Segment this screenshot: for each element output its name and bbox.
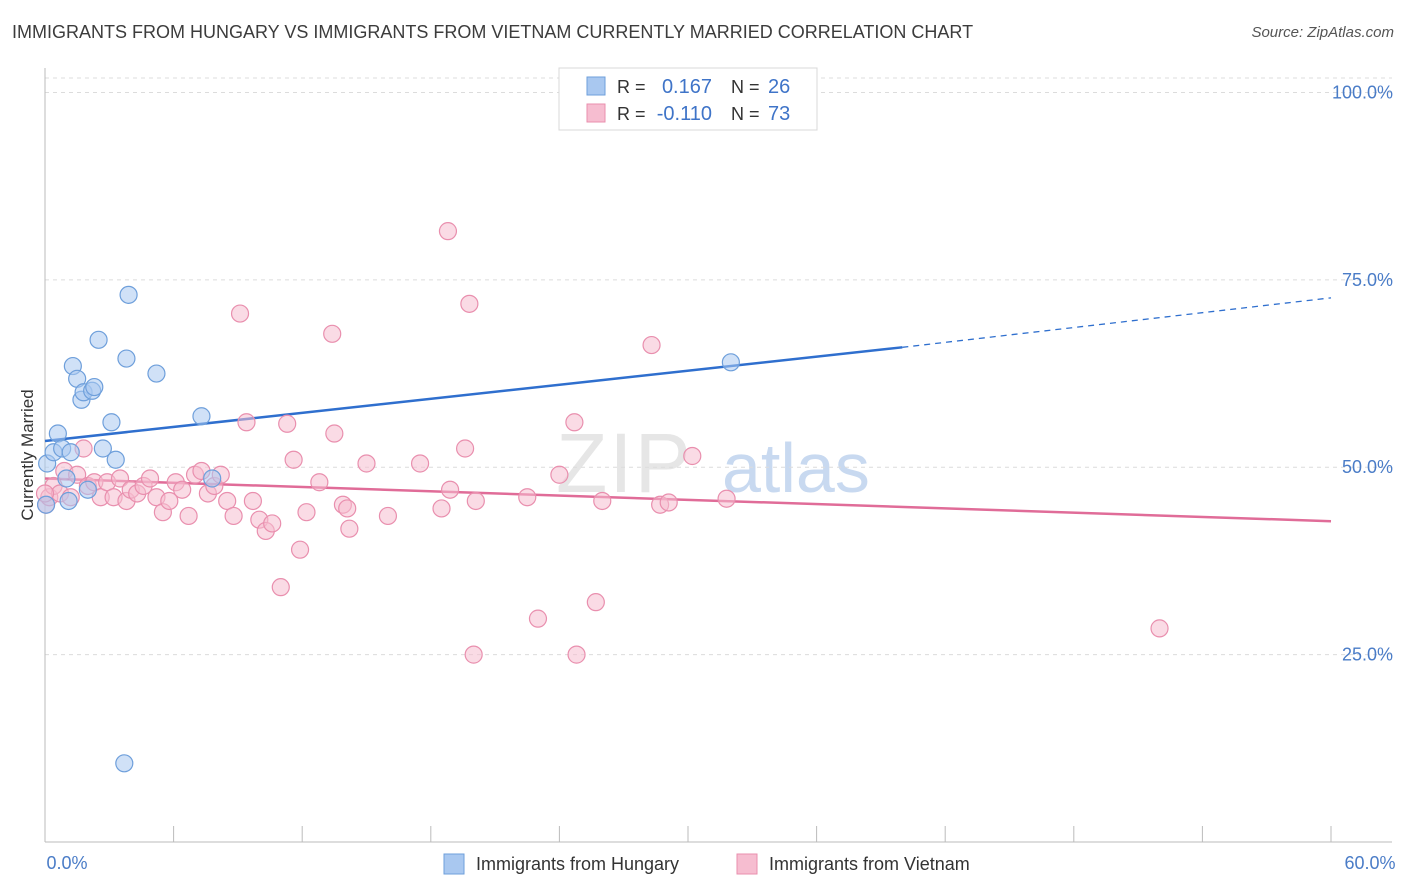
bottom-legend-swatch-vietnam [736, 853, 758, 875]
point-vietnam [550, 465, 569, 484]
point-vietnam [284, 450, 303, 469]
legend-n-value-vietnam: 73 [768, 103, 790, 125]
point-hungary [106, 450, 125, 469]
point-vietnam [683, 446, 702, 466]
point-vietnam [224, 506, 243, 526]
point-vietnam [586, 593, 605, 612]
point-vietnam [290, 540, 310, 559]
point-vietnam [325, 424, 344, 443]
trend-line-hungary-extension [902, 297, 1332, 348]
x-tick-label-max: 60.0% [1344, 853, 1395, 873]
point-vietnam [593, 491, 612, 511]
point-vietnam [278, 414, 297, 433]
y-axis-title: Currently Married [18, 389, 37, 520]
point-vietnam [173, 480, 192, 499]
point-vietnam [432, 499, 451, 518]
point-hungary [36, 495, 56, 514]
axis-layer: 25.0% 50.0% 75.0% 100.0% [44, 68, 1393, 843]
watermark-atlas: atlas [722, 429, 870, 507]
legend-r-value-hungary: 0.167 [662, 76, 712, 98]
y-tick-label: 75.0% [1342, 270, 1393, 290]
point-vietnam [340, 519, 359, 538]
trend-line-vietnam [44, 477, 1332, 523]
point-vietnam [160, 491, 179, 511]
point-hungary [57, 469, 76, 488]
point-hungary [115, 754, 134, 773]
point-vietnam [271, 578, 290, 597]
point-vietnam [323, 324, 342, 343]
point-vietnam [310, 473, 329, 492]
legend-n-value-hungary: 26 [768, 76, 790, 98]
point-vietnam [464, 645, 483, 664]
point-vietnam [455, 439, 475, 458]
legend-r-label-hungary: R = [617, 77, 646, 97]
point-hungary [61, 443, 80, 462]
bottom-legend-label-vietnam: Immigrants from Vietnam [769, 854, 970, 874]
legend-box: R = 0.167 N = 26 R = -0.110 N = 73 [558, 67, 818, 131]
y-tick-label: 50.0% [1342, 457, 1393, 477]
trend-line-hungary [44, 346, 903, 443]
point-vietnam [243, 491, 263, 511]
point-vietnam [357, 454, 376, 473]
point-vietnam [717, 489, 736, 508]
point-vietnam [410, 454, 430, 473]
point-vietnam [218, 491, 237, 511]
point-hungary [119, 285, 138, 304]
point-hungary [85, 377, 104, 397]
point-vietnam [237, 413, 256, 432]
bottom-legend-swatch-hungary [443, 853, 465, 875]
point-vietnam [378, 506, 398, 526]
bottom-legend: Immigrants from Hungary Immigrants from … [443, 853, 970, 875]
trend-layer [44, 297, 1332, 523]
chart-title: IMMIGRANTS FROM HUNGARY VS IMMIGRANTS FR… [12, 22, 974, 42]
point-vietnam [642, 335, 661, 355]
point-vietnam [565, 413, 584, 432]
legend-swatch-vietnam [586, 103, 606, 123]
point-hungary [147, 364, 166, 383]
point-vietnam [440, 480, 460, 499]
legend-r-label-vietnam: R = [617, 104, 646, 124]
legend-n-label-hungary: N = [731, 77, 760, 97]
bottom-legend-label-hungary: Immigrants from Hungary [476, 854, 679, 874]
point-vietnam [110, 469, 130, 488]
point-hungary [89, 330, 108, 349]
point-vietnam [140, 469, 160, 488]
points-layer [35, 222, 1169, 773]
y-tick-label: 100.0% [1332, 82, 1393, 102]
point-hungary [203, 469, 222, 488]
point-hungary [93, 439, 112, 458]
legend-n-label-vietnam: N = [731, 104, 760, 124]
point-vietnam [567, 645, 586, 664]
point-vietnam [297, 503, 316, 522]
point-vietnam [338, 499, 357, 518]
point-vietnam [528, 609, 548, 628]
point-vietnam [179, 506, 198, 526]
point-vietnam [518, 488, 537, 507]
legend-swatch-hungary [586, 76, 606, 96]
point-hungary [48, 424, 67, 443]
point-vietnam [230, 304, 250, 323]
chart-source: Source: ZipAtlas.com [1251, 24, 1394, 41]
legend-r-value-vietnam: -0.110 [657, 103, 712, 125]
point-vietnam [466, 491, 485, 511]
point-hungary [721, 353, 740, 372]
point-vietnam [659, 493, 678, 512]
point-hungary [117, 349, 136, 368]
point-vietnam [1150, 619, 1169, 638]
point-vietnam [438, 222, 458, 241]
point-hungary [192, 407, 211, 426]
point-vietnam [263, 514, 282, 533]
point-vietnam [460, 294, 479, 313]
y-tick-label: 25.0% [1342, 645, 1393, 665]
point-hungary [102, 413, 121, 432]
point-hungary [78, 480, 97, 499]
x-tick-label-min: 0.0% [46, 853, 87, 873]
point-hungary [59, 491, 78, 511]
